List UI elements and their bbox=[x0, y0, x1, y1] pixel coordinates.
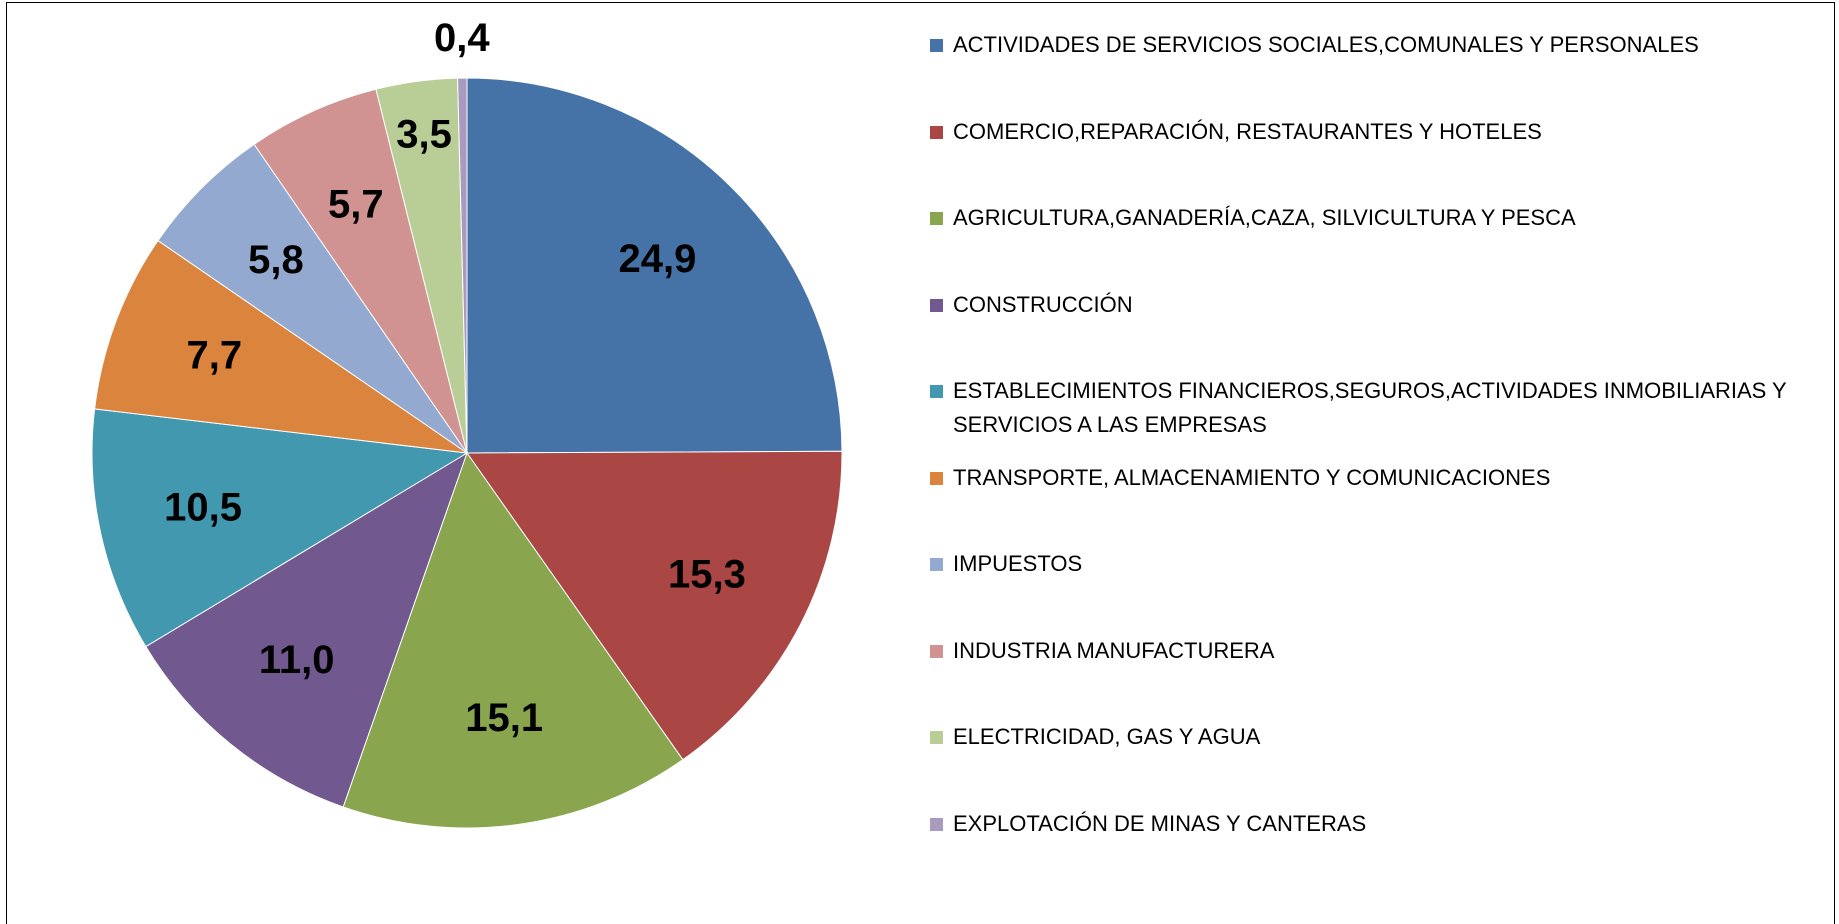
data-label: 5,8 bbox=[248, 238, 304, 282]
data-label: 3,5 bbox=[396, 113, 452, 157]
legend-swatch bbox=[930, 644, 943, 658]
legend-swatch bbox=[930, 212, 943, 225]
legend-entry: IMPUESTOS bbox=[930, 547, 1825, 581]
legend-label: CONSTRUCCIÓN bbox=[953, 291, 1133, 317]
legend-swatch bbox=[930, 817, 943, 831]
pie-slice bbox=[457, 77, 468, 454]
legend-label: ACTIVIDADES DE SERVICIOS SOCIALES,COMUNA… bbox=[953, 32, 1699, 57]
data-label: 15,1 bbox=[465, 696, 543, 740]
legend-swatch bbox=[930, 731, 943, 744]
legend-entry: COMERCIO,REPARACIÓN, RESTAURANTES Y HOTE… bbox=[930, 115, 1825, 149]
legend-swatch bbox=[930, 385, 943, 398]
legend-swatch bbox=[930, 558, 943, 571]
data-label: 24,9 bbox=[619, 237, 697, 281]
legend-label: ELECTRICIDAD, GAS Y AGUA bbox=[953, 724, 1261, 749]
legend-swatch bbox=[930, 39, 943, 52]
legend-entry: EXPLOTACIÓN DE MINAS Y CANTERAS bbox=[930, 807, 1825, 841]
legend-swatch bbox=[930, 471, 943, 485]
legend-entry: ACTIVIDADES DE SERVICIOS SOCIALES,COMUNA… bbox=[930, 28, 1825, 62]
data-label: 7,7 bbox=[187, 333, 243, 377]
legend-entry: ELECTRICIDAD, GAS Y AGUA bbox=[930, 720, 1825, 754]
pie-slice bbox=[342, 451, 684, 829]
data-label: 0,4 bbox=[434, 16, 490, 60]
data-label: 5,7 bbox=[328, 183, 384, 227]
pie-slice bbox=[91, 408, 469, 648]
legend-entry: TRANSPORTE, ALMACENAMIENTO Y COMUNICACIO… bbox=[930, 461, 1825, 495]
legend-swatch bbox=[930, 298, 943, 312]
legend-label: TRANSPORTE, ALMACENAMIENTO Y COMUNICACIO… bbox=[953, 464, 1551, 490]
legend-label: IMPUESTOS bbox=[953, 551, 1083, 576]
data-label: 10,5 bbox=[164, 485, 242, 529]
legend-label: ESTABLECIMIENTOS FINANCIEROS,SEGUROS,ACT… bbox=[953, 378, 1787, 437]
pie-slice bbox=[253, 88, 468, 454]
pie-slice bbox=[94, 239, 468, 454]
pie-slice bbox=[466, 450, 843, 761]
legend-label: EXPLOTACIÓN DE MINAS Y CANTERAS bbox=[953, 810, 1367, 836]
legend-label: AGRICULTURA,GANADERÍA,CAZA, SILVICULTURA… bbox=[953, 205, 1576, 230]
legend-entry: AGRICULTURA,GANADERÍA,CAZA, SILVICULTURA… bbox=[930, 201, 1825, 235]
legend-entry: INDUSTRIA MANUFACTURERA bbox=[930, 634, 1825, 668]
pie-slice bbox=[145, 451, 468, 808]
legend-entry: CONSTRUCCIÓN bbox=[930, 288, 1825, 322]
legend-label: INDUSTRIA MANUFACTURERA bbox=[953, 637, 1275, 663]
legend-entry: ESTABLECIMIENTOS FINANCIEROS,SEGUROS,ACT… bbox=[930, 374, 1825, 442]
chart-border bbox=[6, 2, 1835, 924]
pie-slice bbox=[157, 143, 468, 454]
legend-label: COMERCIO,REPARACIÓN, RESTAURANTES Y HOTE… bbox=[953, 118, 1542, 144]
legend-swatch bbox=[930, 125, 943, 139]
data-label: 11,0 bbox=[259, 638, 335, 682]
data-label: 15,3 bbox=[668, 552, 746, 596]
pie-slice bbox=[466, 77, 843, 454]
